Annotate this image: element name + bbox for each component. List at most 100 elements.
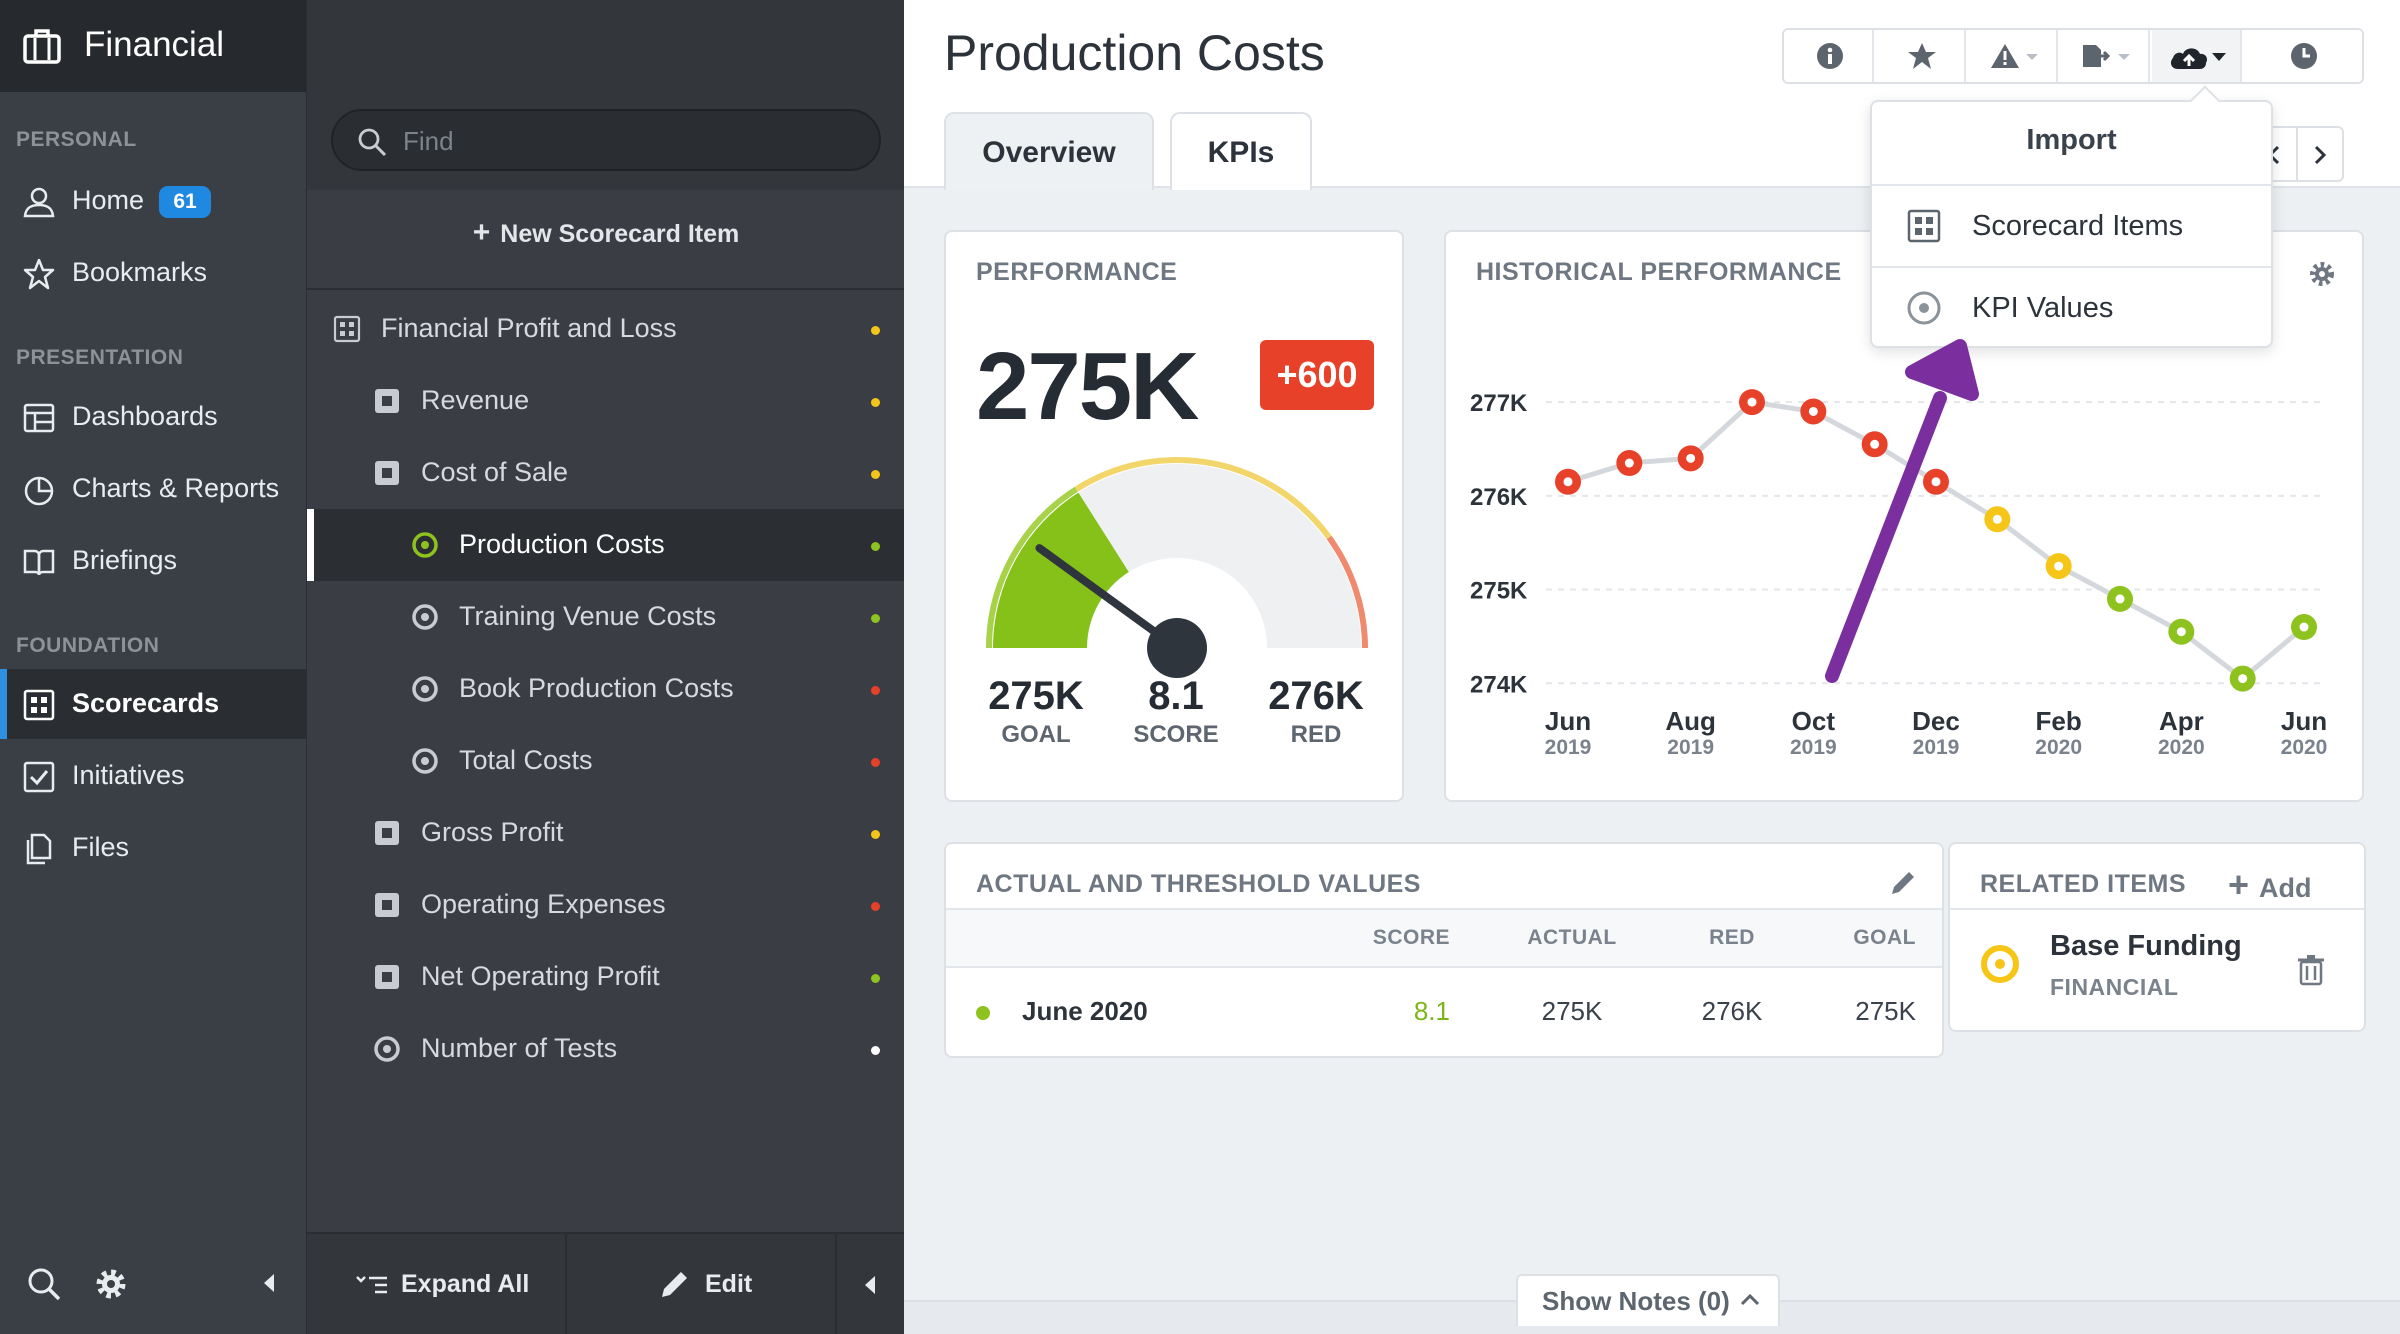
gauge-score: 8.1 SCORE [1096, 674, 1256, 749]
nav-item-charts-reports[interactable]: Charts & Reports [0, 454, 306, 524]
find-box[interactable] [331, 109, 881, 171]
x-tick-year: 2019 [1667, 736, 1714, 759]
tree-row-label: Revenue [421, 385, 530, 415]
objective-icon [373, 819, 401, 847]
warning-icon [1991, 44, 2038, 68]
nav-item-bookmarks[interactable]: Bookmarks [0, 238, 306, 308]
y-tick-label: 276K [1470, 484, 1528, 511]
related-title: RELATED ITEMS [1980, 870, 2187, 898]
tree-row[interactable]: Financial Profit and Loss [307, 293, 905, 365]
edit-button[interactable]: Edit [569, 1234, 837, 1334]
menu-item-scorecard-items[interactable]: Scorecard Items [1872, 184, 2271, 264]
tree-row[interactable]: Book Production Costs [307, 653, 905, 725]
data-point-center [1563, 477, 1573, 487]
menu-item-label: KPI Values [1972, 292, 2114, 324]
nav-item-briefings[interactable]: Briefings [0, 526, 306, 596]
edit-label: Edit [705, 1270, 753, 1298]
history-button[interactable] [2244, 30, 2362, 82]
tree-row-label: Number of Tests [421, 1033, 618, 1063]
nav-item-label: Files [72, 832, 130, 862]
status-dot [871, 1046, 880, 1055]
red-label: RED [1290, 721, 1342, 748]
nav-item-home[interactable]: Home [0, 166, 306, 236]
find-input[interactable] [403, 121, 863, 161]
tree-row-label: Financial Profit and Loss [381, 313, 677, 343]
nav-item-dashboards[interactable]: Dashboards [0, 382, 306, 452]
expand-all-button[interactable]: Expand All [307, 1234, 567, 1334]
menu-item-kpi-values[interactable]: KPI Values [1872, 266, 2271, 346]
tree-row[interactable]: Gross Profit [307, 797, 905, 869]
status-dot [976, 1006, 990, 1020]
performance-delta-badge: +600 [1260, 340, 1374, 410]
bookmark-button[interactable] [1876, 30, 1966, 82]
nav-item-scorecards[interactable]: Scorecards [0, 669, 306, 739]
pencil-icon[interactable] [1888, 868, 1918, 898]
clock-icon [2291, 43, 2317, 69]
x-tick-label: Feb [2036, 706, 2082, 736]
tree-row-label: Cost of Sale [421, 457, 569, 487]
gear-icon[interactable] [2308, 260, 2336, 288]
dropdown-header: Import [2026, 124, 2117, 156]
col-goal: GOAL [1853, 926, 1916, 949]
table-row[interactable]: June 2020 8.1 275K 276K 275K [946, 970, 1942, 1056]
performance-gauge [986, 457, 1368, 678]
info-button[interactable] [1784, 30, 1874, 82]
status-dot [871, 614, 880, 623]
star-icon [23, 258, 55, 290]
files-icon [26, 833, 52, 865]
tree-row[interactable]: Total Costs [307, 725, 905, 797]
tree-row[interactable]: Cost of Sale [307, 437, 905, 509]
status-dot [871, 470, 880, 479]
kpi-status-icon [1981, 945, 2019, 983]
related-item-scorecard: FINANCIAL [2050, 974, 2179, 1000]
tree-row[interactable]: Revenue [307, 365, 905, 437]
export-button[interactable] [2060, 30, 2150, 82]
actual-cell: 275K [1541, 996, 1603, 1026]
nav-item-label: Briefings [72, 545, 178, 575]
tree-row[interactable]: Number of Tests [307, 1013, 905, 1085]
status-dot [871, 542, 880, 551]
nav-footer [0, 1232, 306, 1334]
tree-row[interactable]: Net Operating Profit [307, 941, 905, 1013]
alert-button[interactable] [1968, 30, 2058, 82]
x-tick-label: Oct [1792, 706, 1836, 736]
gear-icon[interactable] [92, 1265, 130, 1303]
gauge-goal: 275K GOAL [956, 674, 1116, 749]
nav-item-files[interactable]: Files [0, 813, 306, 883]
divider [1950, 908, 2364, 910]
tree-row[interactable]: Operating Expenses [307, 869, 905, 941]
related-item-name[interactable]: Base Funding [2050, 930, 2242, 962]
gauge-fill [993, 492, 1129, 648]
collapse-left-icon[interactable] [863, 1274, 877, 1296]
collapse-left-icon[interactable] [262, 1272, 276, 1294]
chevron-right-icon [2314, 145, 2327, 165]
tab-overview[interactable]: Overview [944, 112, 1154, 190]
add-related-button[interactable]: + Add [2228, 864, 2312, 906]
data-point-center [2176, 627, 2186, 637]
show-notes-button[interactable]: Show Notes (0) [1516, 1274, 1780, 1326]
data-point-center [1747, 397, 1757, 407]
new-scorecard-item-button[interactable]: + New Scorecard Item [307, 216, 905, 250]
show-notes-label: Show Notes (0) [1542, 1286, 1730, 1316]
tree-row-label: Total Costs [459, 745, 593, 775]
divider [307, 288, 905, 290]
trash-icon[interactable] [2296, 954, 2326, 986]
search-icon[interactable] [26, 1266, 62, 1302]
dashboard-icon [23, 403, 55, 433]
tree-row[interactable]: Training Venue Costs [307, 581, 905, 653]
nav-item-label: Charts & Reports [72, 473, 280, 503]
nav-item-initiatives[interactable]: Initiatives [0, 741, 306, 811]
import-button[interactable] [2152, 30, 2242, 82]
y-tick-label: 277K [1470, 390, 1528, 417]
tree-row[interactable]: Production Costs [307, 509, 905, 581]
tree-footer: Expand All Edit [307, 1232, 905, 1334]
tab-kpis[interactable]: KPIs [1170, 112, 1312, 190]
page-title: Production Costs [944, 25, 1325, 81]
x-tick-label: Aug [1665, 706, 1716, 736]
tree-row-label: Gross Profit [421, 817, 564, 847]
status-dot [871, 758, 880, 767]
status-dot [871, 902, 880, 911]
col-red: RED [1709, 926, 1755, 949]
next-button[interactable] [2296, 126, 2344, 182]
gauge-rim-segment [1326, 535, 1368, 649]
